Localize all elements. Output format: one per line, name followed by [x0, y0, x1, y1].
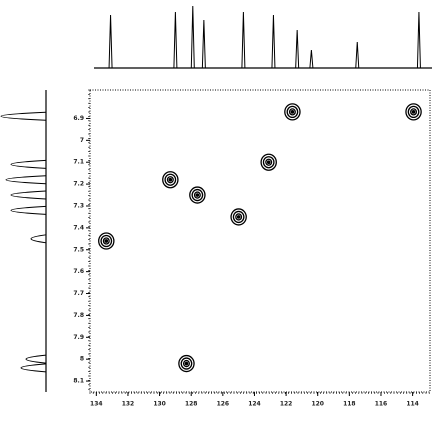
x-tick-label: 118	[343, 401, 356, 408]
contour	[180, 357, 193, 370]
x-tick-label: 120	[311, 401, 324, 408]
contour	[98, 232, 115, 250]
contour	[162, 171, 179, 189]
contour	[290, 110, 295, 114]
projection-peak	[10, 205, 47, 215]
contour	[407, 105, 420, 119]
x-tick-label: 130	[153, 401, 166, 408]
projection-peak	[10, 190, 47, 200]
contour	[100, 234, 113, 248]
y-tick-label: 7.6	[73, 268, 84, 275]
y-tick-label: 7.7	[73, 290, 84, 297]
projection-peak	[20, 363, 47, 373]
contour	[184, 361, 189, 366]
projection-peak	[30, 234, 47, 244]
y-tick-label: 7	[80, 137, 84, 144]
x-tick-label: 128	[185, 401, 198, 408]
projection-peak	[241, 11, 246, 69]
contour	[102, 237, 110, 245]
contour	[288, 108, 296, 116]
contour	[286, 105, 299, 119]
x-tick-label: 114	[406, 401, 419, 408]
contour	[178, 354, 195, 373]
contour	[166, 176, 174, 184]
contour	[284, 103, 301, 121]
contour	[182, 359, 190, 368]
projection-peak	[10, 159, 47, 169]
projection-peak	[0, 111, 47, 121]
y-tick-label: 7.4	[73, 224, 84, 231]
contour	[195, 193, 200, 197]
projection-peak	[271, 14, 276, 69]
projection-peak	[190, 5, 195, 69]
y-tick-label: 7.1	[73, 159, 84, 166]
projection-peak	[25, 354, 47, 364]
contour	[405, 103, 422, 121]
contour	[266, 160, 271, 165]
contour	[411, 110, 416, 114]
contour	[230, 208, 247, 226]
contour	[191, 188, 204, 202]
y-tick-label: 7.5	[73, 246, 84, 253]
x-tick-label: 122	[280, 401, 293, 408]
contour	[262, 156, 275, 169]
y-tick-label: 7.9	[73, 334, 84, 341]
contour	[104, 239, 109, 243]
y-tick-label: 7.8	[73, 312, 84, 319]
contour	[168, 177, 173, 182]
projection-peak	[355, 41, 360, 69]
contour	[235, 213, 243, 221]
projection-peak	[173, 11, 178, 69]
contour	[236, 215, 241, 219]
plot-frame	[89, 89, 431, 393]
projection-peak	[108, 14, 113, 69]
projection-peak	[309, 49, 314, 69]
x-tick-label: 116	[375, 401, 388, 408]
contour	[260, 153, 277, 171]
projection-peak	[5, 175, 47, 185]
projection-peak	[295, 29, 300, 69]
contour	[189, 186, 206, 204]
y-tick-label: 7.3	[73, 202, 84, 209]
projection-peak	[416, 11, 421, 69]
contour	[193, 191, 201, 199]
x-tick-label: 124	[248, 401, 261, 408]
y-tick-label: 8	[80, 356, 84, 363]
y-tick-label: 6.9	[73, 115, 84, 122]
contour	[232, 210, 245, 224]
contour	[265, 158, 273, 166]
contour	[164, 173, 177, 186]
contour	[410, 108, 418, 116]
y-tick-label: 8.1	[73, 378, 84, 385]
x-tick-label: 132	[122, 401, 135, 408]
x-tick-label: 126	[217, 401, 230, 408]
y-tick-label: 7.2	[73, 181, 84, 188]
x-tick-label: 134	[90, 401, 103, 408]
projection-peak	[201, 19, 206, 69]
